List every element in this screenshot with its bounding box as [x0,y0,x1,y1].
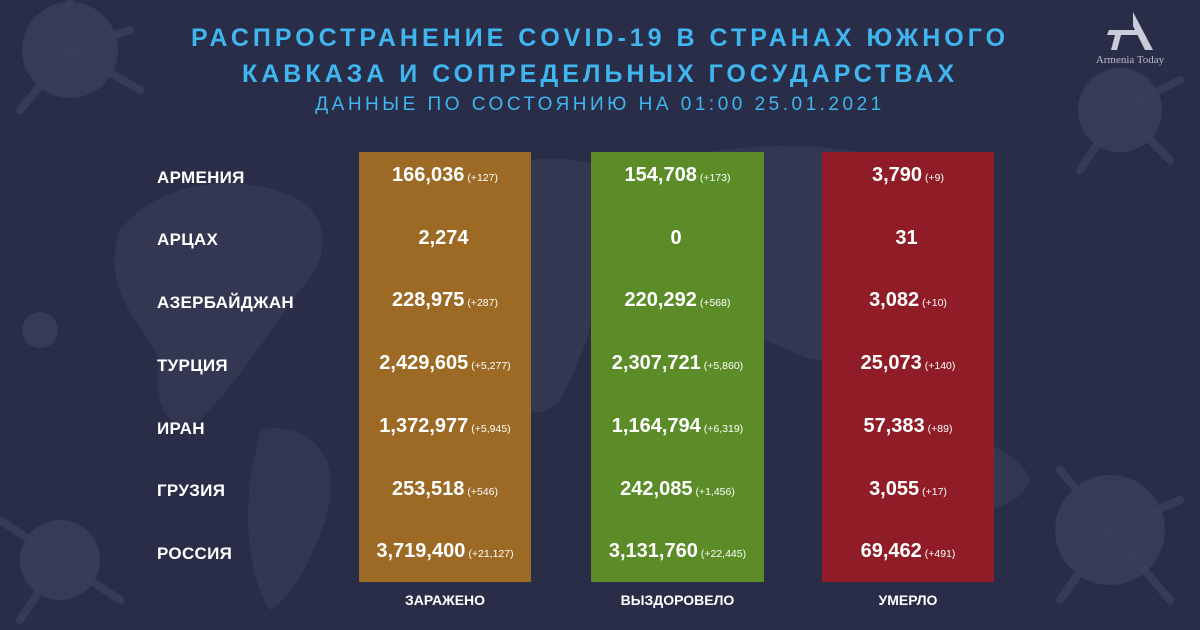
recovered-value: 220,292 [624,289,697,311]
infected-delta: (+5,277) [471,360,511,372]
logo-text: Armenia Today [1095,54,1165,66]
deaths-delta: (+10) [922,297,947,309]
country-label: АРМЕНИЯ [157,168,245,187]
deaths-value: 3,082 [869,289,920,311]
logo-icon [1107,12,1153,50]
infected-value: 166,036 [392,164,465,186]
infected-cell: 228,975 (+287) [359,289,531,312]
infected-cell: 253,518 (+546) [359,478,531,501]
recovered-value: 3,131,760 [608,540,698,562]
infected-delta: (+21,127) [468,548,514,560]
infected-value: 3,719,400 [376,540,466,562]
infected-column-label: ЗАРАЖЕНО [404,592,486,608]
infected-column [359,152,531,582]
infected-value: 2,429,605 [379,352,469,374]
page-subtitle: ДАННЫЕ ПО СОСТОЯНИЮ НА 01:00 25.01.2021 [315,94,885,115]
recovered-delta: (+173) [699,172,731,184]
deaths-cell: 69,462 (+491) [822,540,994,563]
infected-cell: 166,036 (+127) [359,164,531,187]
country-label: РОССИЯ [157,544,233,563]
deaths-delta: (+9) [925,172,945,184]
recovered-cell: 1,164,794 (+6,319) [591,415,764,438]
infected-cell: 2,274 [359,227,531,250]
recovered-delta: (+5,860) [703,360,744,372]
infected-delta: (+5,945) [471,423,511,435]
deaths-cell: 3,055 (+17) [822,478,994,501]
recovered-delta: (+22,445) [700,548,747,560]
recovered-value: 242,085 [620,478,693,500]
deaths-cell: 3,790 (+9) [822,164,994,187]
recovered-cell: 0 [591,227,764,250]
recovered-cell: 154,708 (+173) [591,164,764,187]
recovered-cell: 2,307,721 (+5,860) [591,352,764,375]
deaths-column-label: УМЕРЛО [878,592,938,608]
deaths-value: 25,073 [860,352,922,374]
deaths-column [822,152,994,582]
infected-value: 228,975 [392,289,465,311]
deaths-delta: (+89) [927,423,953,435]
recovered-column [591,152,764,582]
recovered-cell: 242,085 (+1,456) [591,478,764,501]
recovered-value: 154,708 [624,164,697,186]
infected-cell: 3,719,400 (+21,127) [359,540,531,563]
country-label: АЗЕРБАЙДЖАН [157,293,295,312]
deaths-cell: 25,073 (+140) [822,352,994,375]
armenia-today-logo: Armenia Today [1080,10,1180,76]
recovered-value: 2,307,721 [611,352,701,374]
page-title-line1: РАСПРОСТРАНЕНИЕ COVID-19 В СТРАНАХ ЮЖНОГ… [190,24,1010,52]
recovered-column-label: ВЫЗДОРОВЕЛО [620,592,735,608]
recovered-cell: 220,292 (+568) [591,289,764,312]
infected-delta: (+546) [467,486,498,498]
recovered-value: 0 [670,227,682,249]
infected-value: 1,372,977 [379,415,469,437]
deaths-delta: (+140) [924,360,956,372]
page-title-line2: КАВКАЗА И СОПРЕДЕЛЬНЫХ ГОСУДАРСТВАХ [241,60,959,88]
deaths-value: 3,790 [871,164,923,186]
infected-cell: 2,429,605 (+5,277) [359,352,531,375]
country-label: ТУРЦИЯ [157,356,228,375]
infected-value: 253,518 [392,478,465,500]
recovered-value: 1,164,794 [611,415,701,437]
infected-delta: (+287) [467,297,498,309]
country-label: АРЦАХ [157,230,219,249]
deaths-cell: 3,082 (+10) [822,289,994,312]
recovered-delta: (+1,456) [695,486,735,498]
country-label: ИРАН [157,419,205,438]
infected-delta: (+127) [467,172,498,184]
deaths-value: 3,055 [869,478,920,500]
infected-value: 2,274 [418,227,469,249]
deaths-value: 31 [895,227,918,249]
infected-cell: 1,372,977 (+5,945) [359,415,531,438]
deaths-cell: 31 [822,227,994,250]
recovered-delta: (+568) [699,297,731,309]
deaths-value: 69,462 [860,540,922,562]
country-label: ГРУЗИЯ [157,481,226,500]
deaths-delta: (+17) [922,486,947,498]
deaths-delta: (+491) [924,548,956,560]
recovered-cell: 3,131,760 (+22,445) [591,540,764,563]
deaths-cell: 57,383 (+89) [822,415,994,438]
deaths-value: 57,383 [863,415,925,437]
recovered-delta: (+6,319) [703,423,744,435]
